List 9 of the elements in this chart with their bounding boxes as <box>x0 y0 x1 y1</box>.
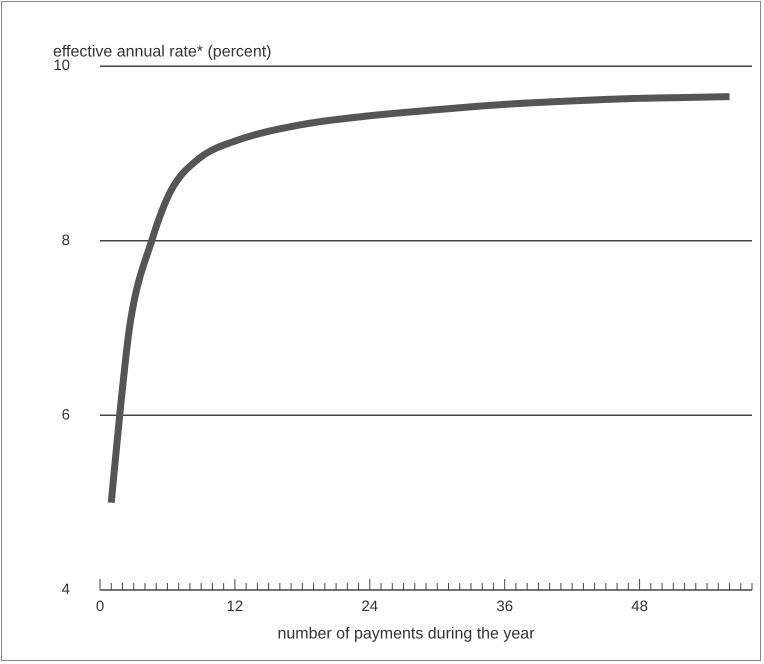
x-tick-label: 48 <box>631 598 648 616</box>
y-tick-label: 4 <box>62 581 70 598</box>
y-tick-label: 8 <box>62 232 70 249</box>
x-tick-label: 24 <box>361 598 378 616</box>
x-tick-label: 36 <box>496 598 514 616</box>
x-tick-label: 0 <box>96 598 104 616</box>
x-axis-title: number of payments during the year <box>277 625 536 642</box>
x-tick-label: 12 <box>226 598 244 616</box>
y-tick-label: 6 <box>62 406 70 424</box>
